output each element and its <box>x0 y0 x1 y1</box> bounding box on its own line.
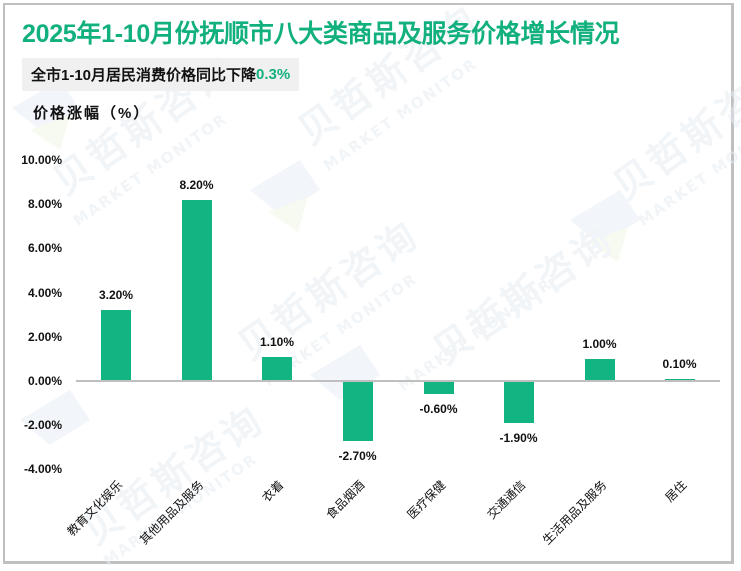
bar-2 <box>262 356 292 381</box>
y-tick-label: 10.00% <box>21 153 62 167</box>
data-label: 0.10% <box>662 356 697 371</box>
y-tick-label: 4.00% <box>27 286 62 300</box>
data-label: 1.10% <box>259 334 295 349</box>
data-label: -2.70% <box>338 448 377 463</box>
y-axis-title: 价格涨幅（%） <box>33 105 151 122</box>
y-tick-label: 8.00% <box>27 197 62 211</box>
chart-frame <box>3 3 734 564</box>
data-label: -0.60% <box>419 402 458 417</box>
y-tick-label: 0.00% <box>27 374 62 388</box>
bar-3 <box>342 381 373 441</box>
bar-0 <box>101 310 131 381</box>
data-label: 8.20% <box>179 177 214 192</box>
data-label: 1.00% <box>582 336 617 351</box>
chart-title: 2025年1-10月份抚顺市八大类商品及服务价格增长情况 <box>22 20 620 48</box>
y-tick-label: 6.00% <box>27 241 62 255</box>
data-label: 3.20% <box>98 288 134 303</box>
subtitle-text: 全市1-10月居民消费价格同比下降 <box>31 67 257 84</box>
bar-7 <box>664 378 695 381</box>
bar-1 <box>181 199 212 381</box>
zero-axis-line <box>76 380 720 382</box>
bar-5 <box>503 381 534 423</box>
data-label: -1.90% <box>499 430 538 445</box>
subtitle-highlight-value: 0.3% <box>256 66 291 83</box>
y-tick-label: 2.00% <box>27 330 62 344</box>
subtitle-banner: 全市1-10月居民消费价格同比下降 0.3% <box>22 58 300 91</box>
bar-6 <box>584 358 615 381</box>
bar-4 <box>423 381 454 395</box>
y-tick-label: -2.00% <box>23 418 62 432</box>
y-tick-label: -4.00% <box>23 462 62 476</box>
